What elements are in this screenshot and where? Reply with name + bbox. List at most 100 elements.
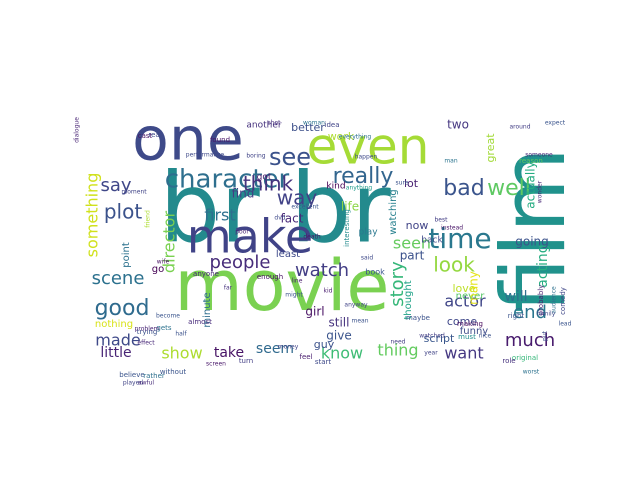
word-sure: sure xyxy=(396,180,409,187)
word-real: real xyxy=(148,131,161,139)
word-will: will xyxy=(504,289,527,305)
word-must: must xyxy=(458,333,476,341)
word-wife: wife xyxy=(157,259,170,266)
word-play: play xyxy=(358,228,378,238)
word-two: two xyxy=(447,118,469,132)
word-role: role xyxy=(502,357,515,365)
word-love: love xyxy=(452,282,475,295)
word-making: making xyxy=(457,320,483,328)
word-comedy: comedy xyxy=(559,287,567,315)
word-moment: moment xyxy=(121,189,147,196)
word-death: death xyxy=(303,234,321,241)
word-seen: seen xyxy=(393,234,431,253)
word-think: think xyxy=(243,172,294,196)
word-kind: kind xyxy=(326,182,345,192)
word-work: work xyxy=(328,130,355,143)
word-watched: watched xyxy=(419,333,445,340)
word-without: without xyxy=(160,368,187,376)
word-now: now xyxy=(406,219,429,232)
word-still: still xyxy=(329,316,350,330)
word-screen: screen xyxy=(206,361,226,368)
word-watch: watch xyxy=(295,260,349,281)
word-never: never xyxy=(456,291,486,302)
word-half: half xyxy=(175,331,187,338)
word-way: way xyxy=(277,186,318,210)
word-almost: almost xyxy=(188,318,212,326)
word-say: say xyxy=(100,175,131,196)
word-guy: guy xyxy=(314,338,335,351)
word-worst: worst xyxy=(523,369,540,376)
word-instead: instead xyxy=(441,225,463,232)
word-little: little xyxy=(100,345,131,361)
word-year: year xyxy=(424,350,438,357)
word-problem: problem xyxy=(135,326,160,333)
word-well: well xyxy=(487,176,531,201)
word-mean: mean xyxy=(351,318,368,325)
word-give: give xyxy=(326,329,351,343)
word-become: become xyxy=(156,313,180,320)
word-kid: kid xyxy=(324,288,333,295)
word-enough: enough xyxy=(257,273,283,281)
word-everything: everything xyxy=(339,134,372,141)
word-fact: fact xyxy=(281,212,304,226)
word-friend: friend xyxy=(145,210,152,228)
word-acting: acting xyxy=(535,244,551,287)
word-look: look xyxy=(433,253,475,277)
word-boring: boring xyxy=(246,153,265,160)
word-part: part xyxy=(400,249,425,263)
word-woman: woman xyxy=(303,120,325,127)
word-find: find xyxy=(232,187,255,201)
word-around: around xyxy=(509,124,530,131)
word-another: another xyxy=(246,121,281,131)
word-many: many xyxy=(467,271,481,305)
word-feel: feel xyxy=(299,353,312,361)
word-someone: someone xyxy=(525,152,553,159)
word-point: point xyxy=(121,242,132,268)
word-much: much xyxy=(505,330,555,351)
word-maybe: maybe xyxy=(406,314,430,322)
word-cast: cast xyxy=(138,132,153,140)
word-anyway: anyway xyxy=(344,302,368,309)
word-anything: anything xyxy=(346,185,373,192)
word-expect: expect xyxy=(545,120,566,127)
word-story: story xyxy=(387,261,408,307)
word-shot: shot xyxy=(268,120,282,127)
word-show: show xyxy=(161,344,202,363)
word-film: film xyxy=(482,147,585,313)
word-audience: audience xyxy=(551,286,558,314)
word-seem: seem xyxy=(256,341,294,357)
word-best: best xyxy=(435,217,449,224)
word-director: director xyxy=(160,211,179,274)
word-trying: trying xyxy=(137,328,158,336)
word-gets: gets xyxy=(156,324,171,332)
word-played: played xyxy=(123,380,143,387)
word-performance: performance xyxy=(186,152,225,159)
word-rather: rather xyxy=(143,372,165,380)
word-nothing: nothing xyxy=(95,319,133,330)
word-effect: effect xyxy=(137,340,155,347)
word-book: book xyxy=(365,268,385,277)
word-br-br: br br xyxy=(159,152,391,264)
word-bad: bad xyxy=(443,176,484,201)
word-line: line xyxy=(292,278,303,285)
word-thought: thought xyxy=(403,280,414,319)
word-family: family xyxy=(537,311,556,318)
word-original: original xyxy=(512,354,538,362)
word-plot: plot xyxy=(104,200,142,224)
word-made: made xyxy=(95,331,140,350)
word-go: go xyxy=(152,264,164,275)
word-movie: movie xyxy=(175,245,390,327)
word-turn: turn xyxy=(239,357,253,365)
word-good: good xyxy=(95,296,150,321)
word-happen: happen xyxy=(355,154,378,161)
word-might: might xyxy=(285,292,303,299)
word-right: right xyxy=(508,312,525,320)
word-need: need xyxy=(391,339,406,346)
word-man: man xyxy=(444,158,458,165)
word-first: first xyxy=(204,206,235,225)
word-great: great xyxy=(484,133,497,163)
word-make: make xyxy=(187,210,313,264)
word-anyone: anyone xyxy=(193,270,219,278)
word-watching: watching xyxy=(388,189,399,235)
